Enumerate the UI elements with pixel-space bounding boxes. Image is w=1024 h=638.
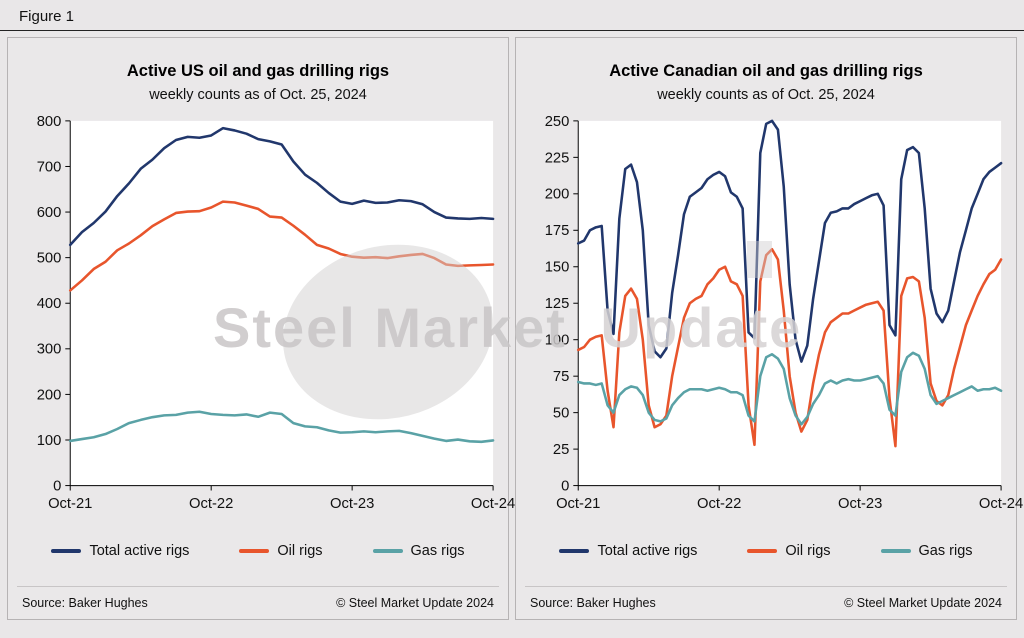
x-tick-label: Oct-23 <box>330 496 374 512</box>
us-panel-footer: Source: Baker Hughes © Steel Market Upda… <box>17 586 499 613</box>
legend-item-total-active-rigs: Total active rigs <box>559 543 697 559</box>
us-chart: 0 100 200 300 400 500 600 700 800 Oct-21 Oct-22 Oct… <box>17 109 516 529</box>
y-tick-label: 25 <box>553 442 569 458</box>
y-tick-label: 0 <box>53 479 61 495</box>
y-tick-label: 0 <box>561 479 569 495</box>
gas-rigs-swatch <box>880 549 911 553</box>
y-tick-label: 200 <box>37 387 62 403</box>
us-chart-subtitle: weekly counts as of Oct. 25, 2024 <box>149 87 367 103</box>
tick-labels: 0 25 50 75 100 125 150 175 200 225 250 Oct-21 Oct-22… <box>545 114 1024 512</box>
canada-panel-footer: Source: Baker Hughes © Steel Market Upda… <box>525 586 1007 613</box>
canada-legend: Total active rigs Oil rigs Gas rigs <box>525 543 1007 559</box>
y-tick-label: 175 <box>545 223 570 239</box>
y-tick-label: 500 <box>37 251 62 267</box>
gas-rigs-line <box>68 410 495 444</box>
us-chart-title: Active US oil and gas drilling rigs <box>126 62 390 80</box>
legend-item-total-active-rigs: Total active rigs <box>51 543 189 559</box>
oil-rigs-line <box>576 247 1003 448</box>
figure-label: Figure 1 <box>19 8 75 25</box>
y-tick-label: 250 <box>545 114 570 130</box>
canada-chart: 0 25 50 75 100 125 150 175 200 225 250 Oct-21 Oct-22… <box>525 109 1024 529</box>
legend-item-gas-rigs: Gas rigs <box>372 543 465 559</box>
y-tick-label: 100 <box>545 333 570 349</box>
x-tick-label: Oct-22 <box>189 496 233 512</box>
canada-chart-subtitle: weekly counts as of Oct. 25, 2024 <box>657 87 875 103</box>
us-rigs-plot: 0 100 200 300 400 500 600 700 800 Oct-21 Oct-22 Oct… <box>37 114 516 512</box>
gas-rigs-line <box>576 351 1003 426</box>
x-tick-label: Oct-24 <box>979 496 1023 512</box>
y-tick-label: 400 <box>37 296 62 312</box>
legend-label: Oil rigs <box>785 543 831 559</box>
x-tick-label: Oct-22 <box>697 496 741 512</box>
legend-item-oil-rigs: Oil rigs <box>239 543 323 559</box>
oil-rigs-swatch <box>239 549 270 553</box>
legend-item-oil-rigs: Oil rigs <box>747 543 831 559</box>
y-tick-label: 200 <box>545 187 570 203</box>
canada-panel: Active Canadian oil and gas drilling rig… <box>515 37 1024 620</box>
plot-area <box>578 120 1002 486</box>
canadian-rigs-plot: 0 25 50 75 100 125 150 175 200 225 250 Oct-21 Oct-22… <box>545 114 1024 512</box>
chart-panels: Active US oil and gas drilling rigs week… <box>7 37 1024 620</box>
y-tick-label: 50 <box>553 406 569 422</box>
legend-label: Total active rigs <box>89 543 190 559</box>
figure-header: Figure 1 <box>0 5 1024 31</box>
y-tick-label: 100 <box>37 433 62 449</box>
y-tick-label: 225 <box>545 150 570 166</box>
axes <box>573 120 1002 491</box>
legend-item-gas-rigs: Gas rigs <box>880 543 973 559</box>
legend-label: Gas rigs <box>410 543 465 559</box>
y-tick-label: 800 <box>37 114 62 130</box>
gas-rigs-swatch <box>372 549 403 553</box>
total-active-rigs-line <box>68 126 495 247</box>
x-tick-label: Oct-23 <box>838 496 882 512</box>
x-tick-label: Oct-24 <box>471 496 515 512</box>
legend-label: Gas rigs <box>918 543 973 559</box>
total-active-rigs-swatch <box>51 549 82 553</box>
us-legend: Total active rigs Oil rigs Gas rigs <box>17 543 499 559</box>
y-tick-label: 125 <box>545 296 570 312</box>
legend-label: Oil rigs <box>277 543 323 559</box>
x-tick-label: Oct-21 <box>556 496 600 512</box>
total-active-rigs-line <box>576 119 1003 363</box>
total-active-rigs-swatch <box>559 549 590 553</box>
copyright-text: © Steel Market Update 2024 <box>336 596 494 610</box>
y-tick-label: 75 <box>553 369 569 385</box>
y-tick-label: 700 <box>37 159 62 175</box>
y-tick-label: 300 <box>37 342 62 358</box>
oil-rigs-swatch <box>747 549 778 553</box>
source-text: Source: Baker Hughes <box>530 596 656 610</box>
tick-labels: 0 100 200 300 400 500 600 700 800 Oct-21 Oct-22 Oct… <box>37 114 516 512</box>
y-tick-label: 600 <box>37 205 62 221</box>
us-panel: Active US oil and gas drilling rigs week… <box>7 37 516 620</box>
copyright-text: © Steel Market Update 2024 <box>844 596 1002 610</box>
axes <box>65 120 494 491</box>
x-tick-label: Oct-21 <box>48 496 92 512</box>
source-text: Source: Baker Hughes <box>22 596 148 610</box>
y-tick-label: 150 <box>545 260 570 276</box>
canada-chart-title: Active Canadian oil and gas drilling rig… <box>609 62 923 80</box>
legend-label: Total active rigs <box>597 543 698 559</box>
